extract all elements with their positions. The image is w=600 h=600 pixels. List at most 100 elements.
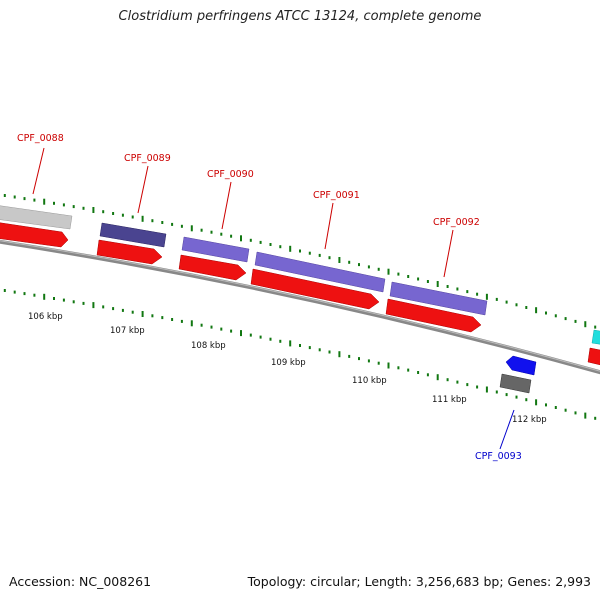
map-title: Clostridium perfringens ATCC 13124, comp… — [118, 9, 482, 24]
outer-tick — [308, 251, 311, 255]
gene-label-cpf-0091[interactable]: CPF_0091 — [313, 190, 360, 201]
outer-tick — [279, 245, 282, 249]
inner-tick — [72, 300, 75, 304]
outer-tick — [436, 281, 439, 287]
outer-tick — [584, 321, 587, 328]
inner-tick — [348, 354, 351, 358]
inner-tick — [594, 416, 597, 420]
inner-tick — [249, 333, 252, 337]
inner-tick — [515, 395, 518, 399]
outer-tick — [23, 197, 26, 201]
gene-label-cpf-0089[interactable]: CPF_0089 — [124, 153, 171, 164]
outer-tick — [72, 205, 75, 209]
cds-arrow-cpf-0091[interactable] — [250, 268, 380, 310]
outer-tick — [358, 263, 360, 267]
inner-tick — [318, 348, 321, 352]
inner-tick — [495, 390, 498, 394]
outer-tick — [377, 267, 380, 271]
inner-tick — [171, 318, 174, 321]
inner-tick — [82, 301, 85, 305]
inner-tick — [230, 329, 233, 333]
cds-arrow-cpf-0088[interactable] — [0, 222, 69, 248]
inner-tick — [456, 380, 459, 384]
cds-arrow-cpf-0089[interactable] — [96, 239, 163, 265]
inner-tick — [220, 327, 223, 331]
kbp-label-108: 108 kbp — [191, 341, 226, 351]
inner-tick — [23, 292, 26, 296]
outer-tick — [259, 240, 262, 244]
outer-tick — [476, 292, 479, 296]
gene-label-cpf-0092[interactable]: CPF_0092 — [433, 217, 480, 228]
inner-tick-row — [3, 289, 597, 420]
outer-tick — [417, 277, 420, 281]
inner-tick — [13, 290, 16, 294]
outer-tick — [53, 201, 55, 205]
cds-arrow-cpf-0093[interactable] — [505, 355, 537, 376]
outer-tick — [92, 207, 95, 213]
gene-leader-lines — [32, 147, 515, 450]
outer-tick — [397, 272, 400, 276]
inner-tick — [200, 323, 203, 327]
gene-feature-cpf-0090[interactable] — [181, 236, 250, 263]
outer-tick — [515, 303, 518, 307]
inner-tick — [525, 398, 528, 402]
inner-tick — [92, 302, 95, 309]
inner-tick — [3, 289, 6, 292]
kbp-label-109: 109 kbp — [271, 358, 306, 368]
outer-tick — [594, 325, 597, 329]
inner-tick — [210, 325, 213, 329]
inner-tick — [584, 412, 587, 419]
cds-arrow-cpf-0092[interactable] — [385, 298, 482, 333]
gene-label-cpf-0088[interactable]: CPF_0088 — [17, 133, 64, 144]
outer-tick — [141, 215, 144, 222]
gene-feature-offscreen[interactable] — [591, 329, 600, 345]
inner-tick — [141, 311, 144, 317]
outer-tick — [112, 212, 115, 215]
gene-feature-cpf-0092[interactable] — [389, 281, 488, 316]
accession-text: Accession: NC_008261 — [9, 574, 152, 589]
inner-tick — [180, 319, 183, 323]
outer-tick — [240, 235, 242, 242]
outer-tick — [190, 225, 193, 232]
outer-tick — [456, 287, 459, 291]
outer-tick — [3, 194, 6, 197]
outer-tick — [387, 268, 390, 275]
gene-feature-cpf-0091[interactable] — [254, 251, 386, 293]
inner-tick — [131, 310, 134, 314]
inner-tick — [564, 408, 567, 412]
inner-tick — [112, 307, 115, 311]
kbp-label-111: 111 kbp — [432, 395, 467, 405]
outer-tick — [210, 230, 213, 234]
outer-tick — [466, 290, 469, 294]
kbp-label-107: 107 kbp — [110, 326, 145, 336]
inner-tick — [289, 340, 292, 347]
outer-tick — [269, 243, 272, 246]
inner-tick — [62, 298, 65, 302]
gene-feature-cpf-0088[interactable] — [0, 205, 73, 230]
outer-tick — [220, 232, 223, 236]
gene-label-cpf-0090[interactable]: CPF_0090 — [207, 169, 254, 180]
outer-tick — [407, 275, 410, 278]
outer-tick — [348, 260, 351, 264]
inner-tick — [151, 314, 154, 318]
outer-tick — [564, 317, 567, 321]
inner-tick — [466, 383, 469, 387]
kbp-label-112: 112 kbp — [512, 415, 547, 425]
cds-arrow-offscreen[interactable] — [587, 347, 600, 366]
inner-tick — [377, 361, 380, 365]
inner-tick — [417, 371, 420, 374]
gene-label-cpf-0093[interactable]: CPF_0093 — [475, 451, 522, 462]
inner-tick — [535, 399, 538, 406]
outer-tick-row — [3, 194, 597, 329]
gene-feature-cpf-0093[interactable] — [499, 373, 532, 394]
inner-tick — [476, 385, 479, 389]
outer-tick — [62, 203, 65, 207]
outer-tick — [230, 234, 233, 238]
inner-tick — [102, 305, 105, 309]
outer-tick — [485, 293, 488, 300]
inner-tick — [545, 403, 547, 407]
outer-tick — [367, 265, 370, 269]
outer-tick — [13, 195, 16, 199]
gene-feature-cpf-0089[interactable] — [99, 222, 167, 248]
cds-arrow-cpf-0090[interactable] — [178, 254, 247, 281]
